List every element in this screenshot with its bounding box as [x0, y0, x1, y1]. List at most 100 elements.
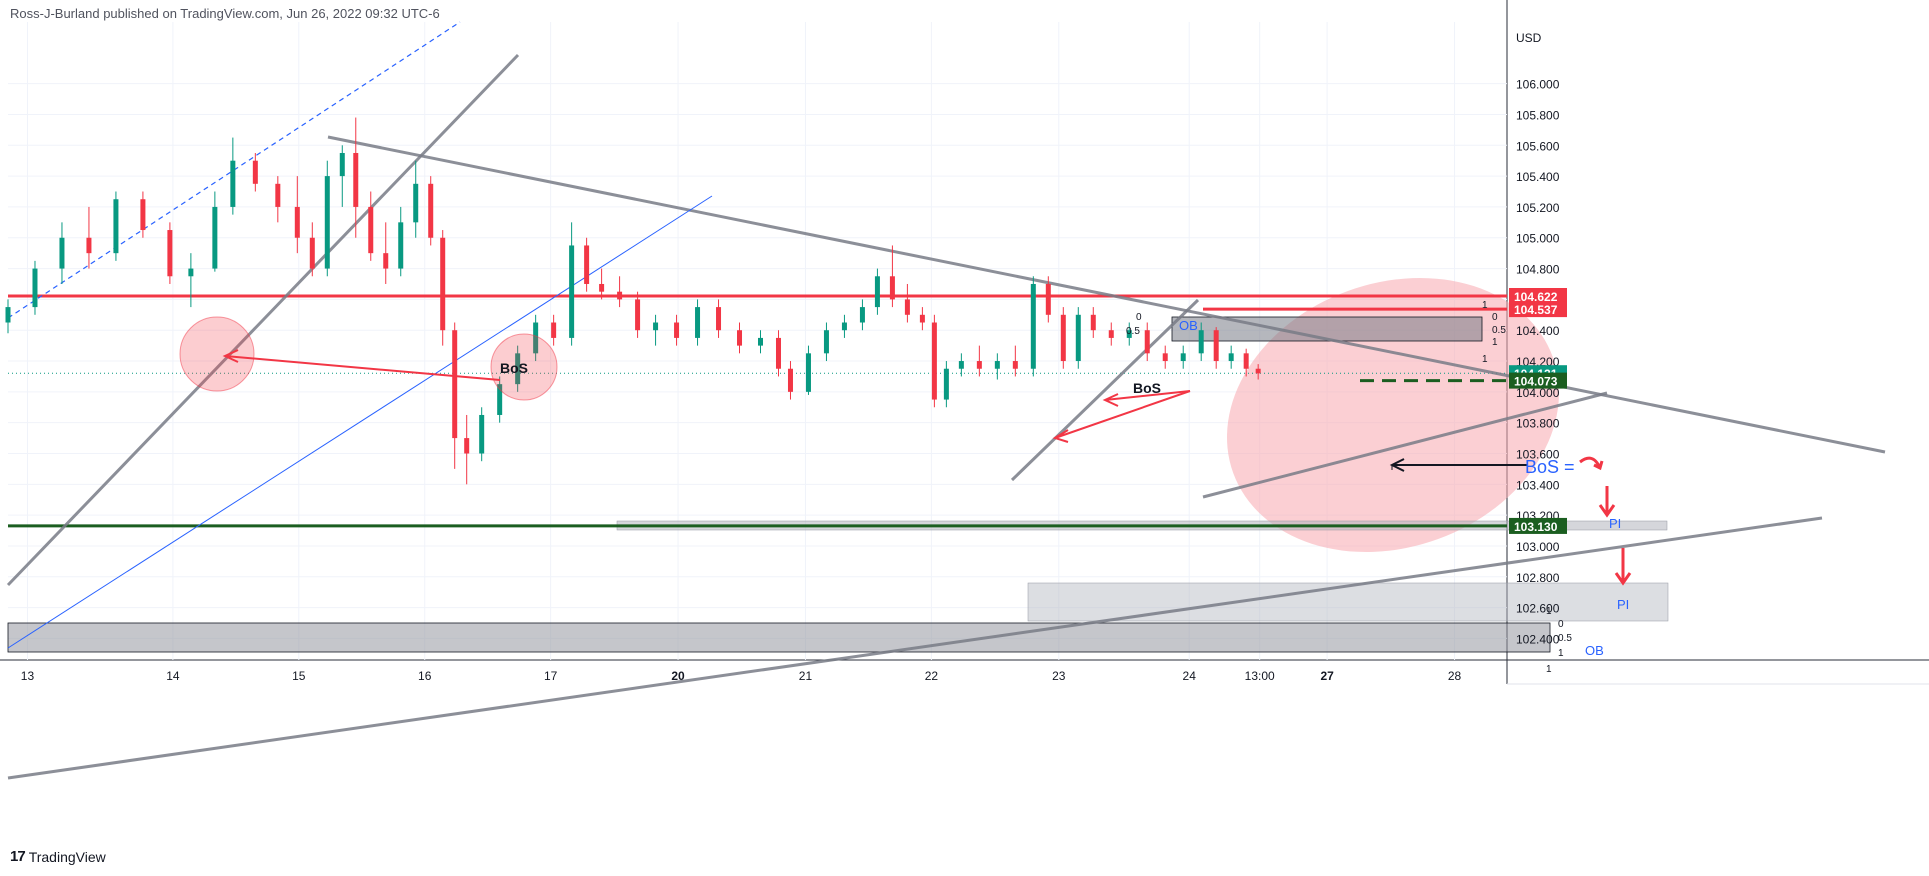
y-tick-label: 105.600	[1516, 139, 1560, 153]
time-axis: 13 14 15 16 17 20 21 22 23 24 13:00 27 28	[21, 669, 1462, 683]
candle-body	[5, 307, 11, 323]
candle-body	[339, 152, 345, 177]
candle-body	[1144, 330, 1150, 354]
candle-body	[976, 361, 982, 369]
trendline	[327, 135, 1886, 454]
candle-body	[1255, 368, 1261, 374]
fib-label: 0	[1558, 619, 1564, 630]
candle-body	[188, 268, 194, 277]
candle-body	[994, 361, 1000, 369]
y-tick-label: 104.400	[1516, 324, 1560, 338]
candle-body	[252, 160, 258, 184]
candles-layer	[5, 117, 1261, 485]
footer[interactable]: 17 TradingView	[10, 848, 106, 865]
candle-body	[737, 330, 743, 346]
x-tick-label: 16	[418, 669, 432, 683]
candle-body	[674, 322, 680, 338]
candle-body	[398, 222, 404, 269]
price-badge-label: 104.537	[1514, 303, 1558, 317]
candle-body	[497, 384, 503, 415]
y-tick-label: 103.800	[1516, 417, 1560, 431]
candle-body	[653, 322, 659, 331]
price-badge-label: 103.130	[1514, 520, 1558, 534]
candle-body	[695, 307, 701, 338]
candle-body	[1162, 353, 1168, 362]
candle-body	[1075, 314, 1081, 362]
candle-body	[1030, 283, 1036, 369]
fib-label: 0	[1492, 312, 1498, 323]
candle-body	[113, 199, 119, 254]
y-tick-label: 103.400	[1516, 478, 1560, 492]
candle-body	[635, 299, 641, 331]
candle-body	[383, 253, 389, 269]
candle-body	[904, 299, 910, 315]
candle-body	[569, 245, 575, 338]
bos-circle-left	[179, 316, 255, 392]
candle-body	[919, 314, 925, 323]
candle-body	[212, 206, 218, 269]
y-tick-label: 106.000	[1516, 78, 1560, 92]
candle-body	[931, 322, 937, 400]
x-tick-label: 27	[1320, 669, 1334, 683]
trendline	[7, 516, 1823, 780]
candle-body	[1198, 330, 1204, 354]
candle-body	[599, 283, 605, 292]
trendline	[1010, 298, 1200, 482]
fib-label: 1	[1482, 354, 1488, 365]
bos-circle-mid	[490, 333, 558, 401]
highlight-ellipse	[1226, 278, 1560, 552]
bos-arrow-mid1	[1102, 390, 1191, 407]
candle-body	[464, 438, 470, 454]
price-badge-label: 104.073	[1514, 375, 1558, 389]
candle-body	[1060, 314, 1066, 362]
candle-body	[275, 183, 281, 207]
price-badge-label: 104.622	[1514, 290, 1558, 304]
fib-label: 0.5	[1492, 325, 1506, 336]
currency-label: USD	[1516, 31, 1542, 45]
candle-body	[1228, 353, 1234, 362]
ob-zone-top	[1171, 316, 1483, 342]
candle-body	[368, 206, 374, 254]
candle-body	[841, 322, 847, 331]
x-tick-label: 13	[21, 669, 35, 683]
price-badge	[1509, 517, 1567, 534]
candle-body	[294, 206, 300, 238]
candle-body	[1090, 314, 1096, 331]
fib-label: 1	[1546, 606, 1552, 617]
curve-arrow	[1579, 456, 1604, 471]
bos-label: BoS	[500, 360, 528, 376]
x-tick-label: 15	[292, 669, 306, 683]
candle-body	[479, 414, 485, 454]
x-tick-label: 24	[1183, 669, 1197, 683]
candle-body	[452, 330, 458, 439]
pi-down-arrow-2	[1614, 548, 1632, 586]
candle-body	[551, 322, 557, 338]
candle-body	[515, 353, 521, 385]
y-tick-label: 103.600	[1516, 447, 1560, 461]
x-tick-label: 22	[925, 669, 939, 683]
x-tick-label: 28	[1448, 669, 1462, 683]
candle-body	[874, 276, 880, 308]
bos-arrow-mid2	[1052, 390, 1191, 443]
annotation-layer-under	[6, 21, 1886, 780]
candle-body	[1012, 361, 1018, 369]
pi-label: PI	[1617, 597, 1629, 612]
pi-down-arrow-1	[1598, 486, 1616, 518]
candle-body	[59, 237, 65, 269]
candle-body	[1180, 353, 1186, 362]
candle-body	[889, 276, 895, 300]
blue-channel-line	[7, 195, 713, 649]
x-tick-label: 21	[799, 669, 813, 683]
candle-body	[859, 307, 865, 323]
brand-label: TradingView	[28, 848, 106, 865]
y-tick-label: 102.600	[1516, 602, 1560, 616]
candle-body	[324, 176, 330, 269]
bos-label: BoS =	[1525, 457, 1575, 477]
fib-label: 0.5	[1558, 633, 1572, 644]
candle-body	[1108, 330, 1114, 338]
trendline	[6, 53, 520, 587]
pi-label: PI	[1609, 516, 1621, 531]
fib-label: 1	[1546, 664, 1552, 675]
y-tick-label: 102.400	[1516, 632, 1560, 646]
